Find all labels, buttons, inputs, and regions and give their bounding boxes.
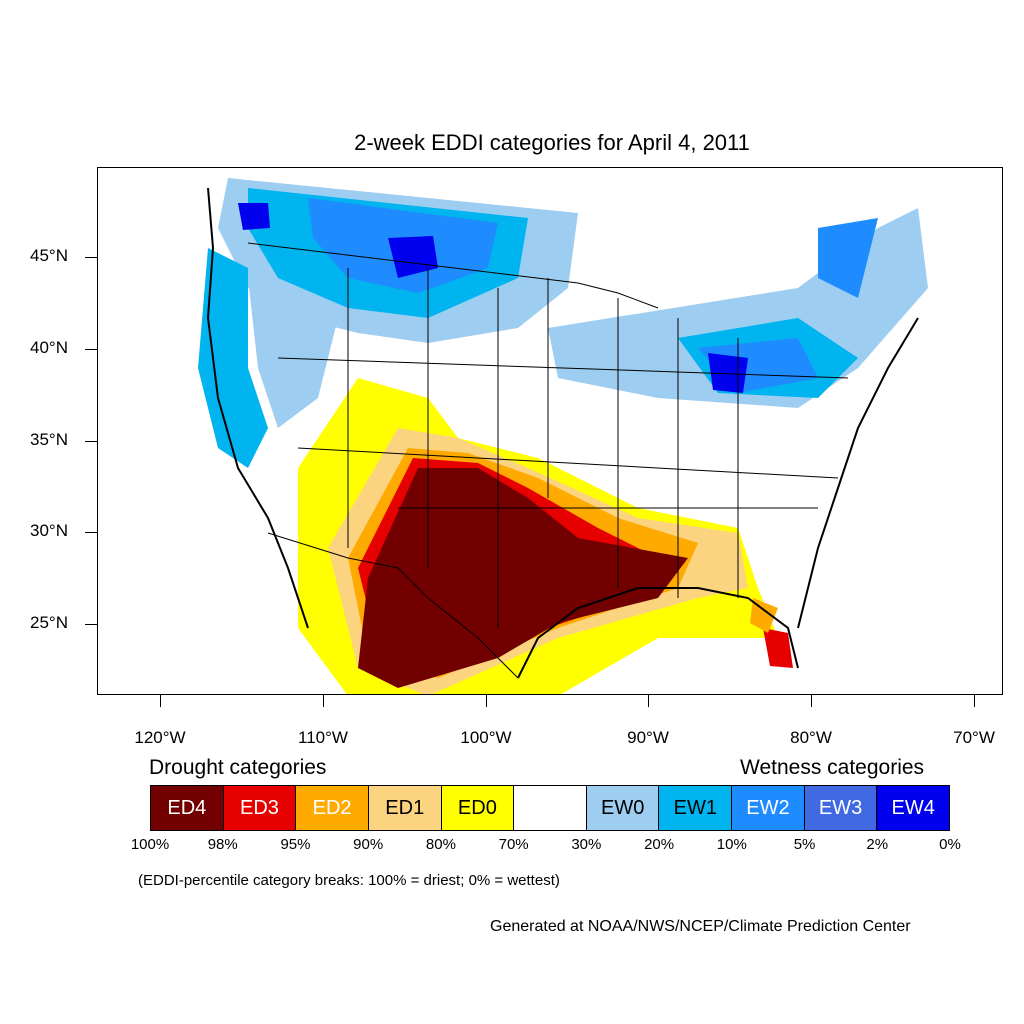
lat-label-30: 30°N xyxy=(30,521,68,540)
legend-box-ew0: EW0 xyxy=(586,786,660,830)
lon-tick-120 xyxy=(160,695,161,707)
legend-box-ew2: EW2 xyxy=(732,786,805,830)
mexico-border xyxy=(267,532,519,679)
lon-tick-80 xyxy=(811,695,812,707)
credit-text: Generated at NOAA/NWS/NCEP/Climate Predi… xyxy=(490,918,911,935)
coastline-west xyxy=(206,187,309,629)
percent-break-label: 95% xyxy=(280,836,311,853)
region-ew4-wa xyxy=(238,203,270,230)
percent-break-label: 0% xyxy=(939,836,961,853)
lon-tick-100 xyxy=(486,695,487,707)
lat-tick-45 xyxy=(85,257,97,258)
legend-box-ed4: ED4 xyxy=(151,786,224,830)
percent-break-label: 100% xyxy=(130,836,170,853)
percent-break-label: 80% xyxy=(425,836,456,853)
lat-tick-40 xyxy=(85,349,97,350)
lon-label-120: 120°W xyxy=(134,728,186,747)
percent-break-label: 20% xyxy=(644,836,675,853)
eddi-map xyxy=(198,178,928,694)
region-ed2-fl xyxy=(750,598,778,633)
legend-box-ed2: ED2 xyxy=(296,786,369,830)
legend-box-ed1: ED1 xyxy=(368,786,442,830)
percent-break-label: 70% xyxy=(498,836,529,853)
east-coast xyxy=(797,317,919,629)
region-ew2-maine xyxy=(818,218,878,298)
region-ew1-west xyxy=(198,248,268,468)
lon-label-110: 110°W xyxy=(298,728,348,747)
lat-label-35: 35°N xyxy=(30,430,68,449)
percent-break-label: 98% xyxy=(207,836,238,853)
drought-heading: Drought categories xyxy=(149,756,327,779)
percent-break-label: 30% xyxy=(571,836,602,853)
legend-box-ew4: EW4 xyxy=(877,786,950,830)
region-ew0-west xyxy=(248,278,338,428)
legend-color-bar: ED4 ED3 ED2 ED1 ED0 EW0 EW1 EW2 EW3 EW4 xyxy=(150,785,950,831)
percent-break-label: 5% xyxy=(793,836,816,853)
lon-tick-110 xyxy=(323,695,324,707)
region-ed4 xyxy=(358,468,688,688)
drought-regions xyxy=(298,378,793,694)
percent-break-label: 10% xyxy=(716,836,747,853)
lon-label-100: 100°W xyxy=(460,728,512,747)
lat-label-45: 45°N xyxy=(30,246,68,265)
map-title: 2-week EDDI categories for April 4, 2011 xyxy=(354,130,750,155)
legend-box-ed3: ED3 xyxy=(223,786,297,830)
legend-box-neutral xyxy=(514,786,587,830)
map-panel xyxy=(97,167,1003,695)
wetness-heading: Wetness categories xyxy=(740,756,925,779)
percent-break-label: 2% xyxy=(866,836,889,853)
legend-box-ew1: EW1 xyxy=(659,786,733,830)
boundaries xyxy=(206,187,919,679)
percent-break-label: 90% xyxy=(353,836,384,853)
lat-tick-30 xyxy=(85,532,97,533)
legend-box-ed0: ED0 xyxy=(441,786,515,830)
lon-label-70: 70°W xyxy=(953,728,995,747)
lat-label-40: 40°N xyxy=(30,338,68,357)
gulf-coast xyxy=(517,587,799,679)
lon-label-80: 80°W xyxy=(790,728,832,747)
lon-tick-70 xyxy=(974,695,975,707)
lon-label-90: 90°W xyxy=(627,728,669,747)
legend-box-ew3: EW3 xyxy=(804,786,878,830)
region-ew4-montana xyxy=(388,236,438,278)
region-ed3-fl xyxy=(763,628,793,668)
canada-border xyxy=(247,242,659,309)
lat-tick-35 xyxy=(85,441,97,442)
lat-label-25: 25°N xyxy=(30,613,68,632)
category-note: (EDDI-percentile category breaks: 100% =… xyxy=(138,872,560,889)
lon-tick-90 xyxy=(648,695,649,707)
state-lines xyxy=(277,268,849,628)
lat-tick-25 xyxy=(85,624,97,625)
wetness-regions xyxy=(198,178,928,468)
